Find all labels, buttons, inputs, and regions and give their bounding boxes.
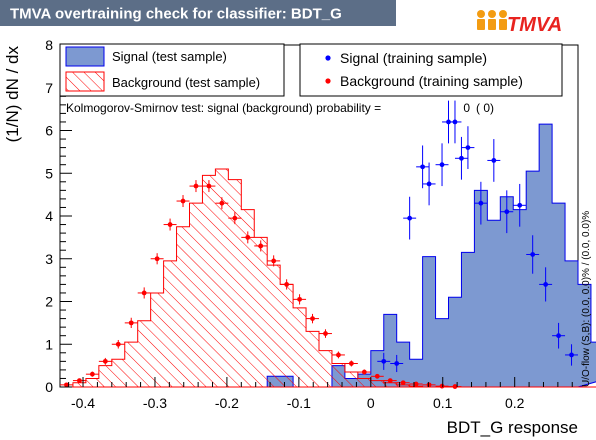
x-tick-label: -0.2 <box>215 395 239 411</box>
legend-signal-test-swatch <box>65 46 105 67</box>
background-training-point <box>336 352 341 358</box>
tmva-logo-icon <box>477 10 507 30</box>
background-training-point <box>115 341 121 347</box>
background-training-point <box>297 296 302 302</box>
overflow-annotation: U/O-flow (S,B): (0.0, 0.0)% / (0.0, 0.0)… <box>581 211 592 387</box>
y-tick-label: 8 <box>45 37 53 53</box>
title-bar <box>0 0 396 26</box>
signal-training-point <box>439 162 445 168</box>
background-test-histogram <box>60 168 596 388</box>
background-training-point <box>193 183 199 189</box>
background-training-point <box>232 215 238 221</box>
x-tick-label: -0.3 <box>143 395 167 411</box>
signal-training-points <box>377 100 578 373</box>
background-training-point <box>89 371 95 377</box>
background-training-points <box>60 180 462 389</box>
background-training-point <box>154 256 160 262</box>
legend-background-test-label: Background (test sample) <box>112 75 260 90</box>
background-training-point <box>258 243 264 249</box>
ks-test-label: Kolmogorov-Smirnov test: signal (backgro… <box>66 101 381 115</box>
background-training-point <box>387 378 393 383</box>
background-training-point <box>400 380 406 386</box>
y-tick-label: 4 <box>45 208 53 224</box>
background-training-point <box>426 382 432 388</box>
signal-training-point <box>556 333 561 339</box>
y-tick-label: 5 <box>45 165 53 181</box>
x-axis-title: BDT_G response <box>447 418 578 437</box>
signal-training-point <box>478 200 484 206</box>
background-training-point <box>102 358 108 364</box>
background-training-point <box>361 369 367 375</box>
background-training-point <box>439 383 445 389</box>
y-tick-label: 2 <box>45 294 53 310</box>
x-tick-label: -0.4 <box>71 395 95 411</box>
x-tick-label: -0.1 <box>287 395 311 411</box>
background-training-point <box>452 384 458 389</box>
legend-background-train-marker <box>325 78 331 84</box>
background-training-point <box>284 282 290 287</box>
background-training-point <box>180 198 186 204</box>
ks-test-signal-value: 0 <box>463 101 470 115</box>
y-tick-label: 3 <box>45 251 53 267</box>
signal-training-point <box>459 155 464 161</box>
y-tick-label: 1 <box>45 336 53 352</box>
signal-training-point <box>407 215 413 221</box>
y-axis-title: (1/N) dN / dx <box>3 46 22 143</box>
background-training-point <box>245 234 251 240</box>
background-training-point <box>413 381 419 387</box>
chart-title: TMVA overtraining check for classifier: … <box>10 6 342 23</box>
x-tick-label: 0 <box>367 395 375 411</box>
ks-test-background-value: ( 0) <box>476 101 494 115</box>
y-tick-label: 7 <box>45 80 53 96</box>
legend-signal-train-marker <box>325 55 331 61</box>
tmva-logo: TMVA <box>477 10 562 36</box>
signal-training-point <box>465 145 471 151</box>
background-training-point <box>348 361 354 366</box>
background-training-point <box>271 258 277 264</box>
signal-training-point <box>394 361 400 366</box>
y-tick-label: 0 <box>45 379 53 395</box>
background-training-point <box>310 316 315 321</box>
signal-training-point <box>543 282 549 287</box>
background-training-point <box>77 378 82 383</box>
signal-training-point <box>530 252 536 257</box>
x-tick-label: 0.1 <box>433 395 453 411</box>
signal-training-point <box>491 158 497 163</box>
background-training-point <box>219 200 225 206</box>
signal-training-point <box>517 202 523 208</box>
signal-training-point <box>569 352 574 358</box>
background-training-point <box>206 183 212 189</box>
signal-training-point <box>420 164 425 170</box>
background-training-point <box>323 331 328 336</box>
background-training-point <box>141 290 147 296</box>
signal-training-point <box>452 119 458 125</box>
tmva-logo-text: TMVA <box>507 14 562 36</box>
background-training-point <box>374 373 380 379</box>
legend-train-box <box>299 43 563 97</box>
x-tick-label: 0.2 <box>505 395 525 411</box>
y-tick-label: 6 <box>45 123 53 139</box>
legend-background-train-label: Background (training sample) <box>340 73 523 89</box>
signal-training-point <box>381 358 387 364</box>
x-axis: -0.4 -0.3 -0.2 -0.1 0 0.1 0.2 <box>68 377 573 411</box>
signal-training-point <box>504 209 510 215</box>
background-training-point <box>167 222 173 227</box>
legend-signal-test-label: Signal (test sample) <box>112 49 227 64</box>
signal-training-point <box>426 181 432 187</box>
background-training-point <box>128 320 134 326</box>
legend-background-test-swatch <box>65 71 105 92</box>
background-training-point <box>64 382 69 388</box>
legend-signal-train-label: Signal (training sample) <box>340 50 487 66</box>
